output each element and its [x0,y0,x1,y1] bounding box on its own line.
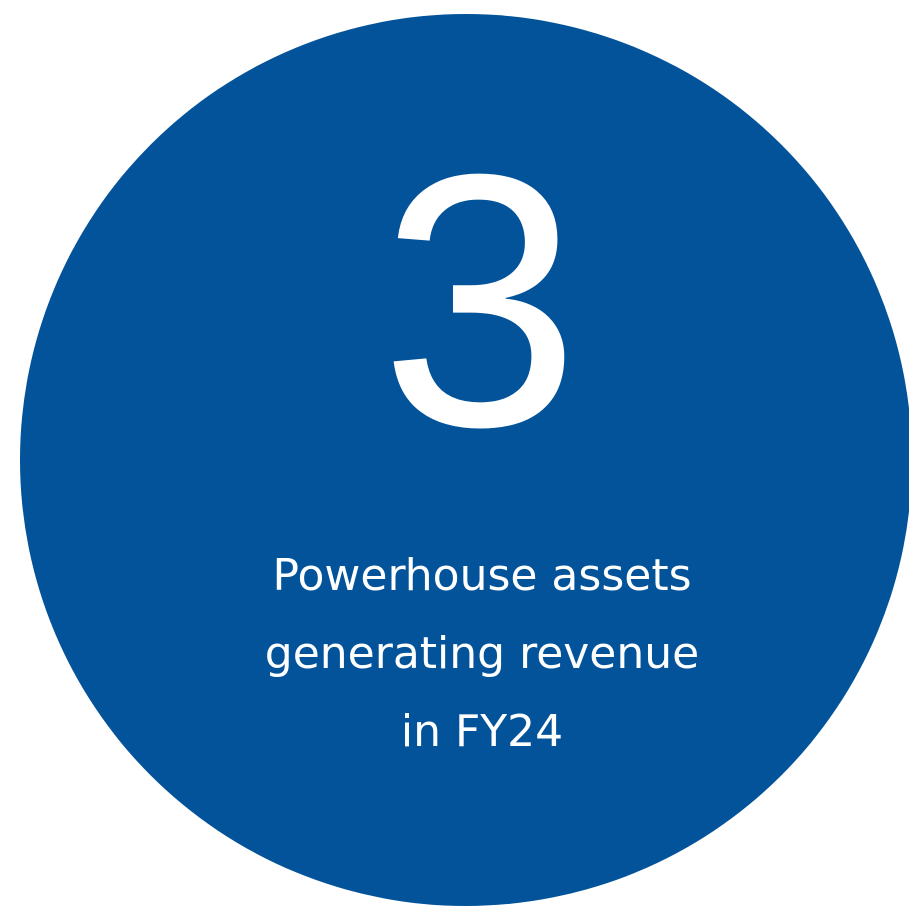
caption-line: generating revenue [265,628,699,679]
stat-circle [20,14,909,906]
stat-value: 3 [380,100,580,502]
caption-line: in FY24 [401,706,563,757]
caption-line: Powerhouse assets [273,550,692,601]
